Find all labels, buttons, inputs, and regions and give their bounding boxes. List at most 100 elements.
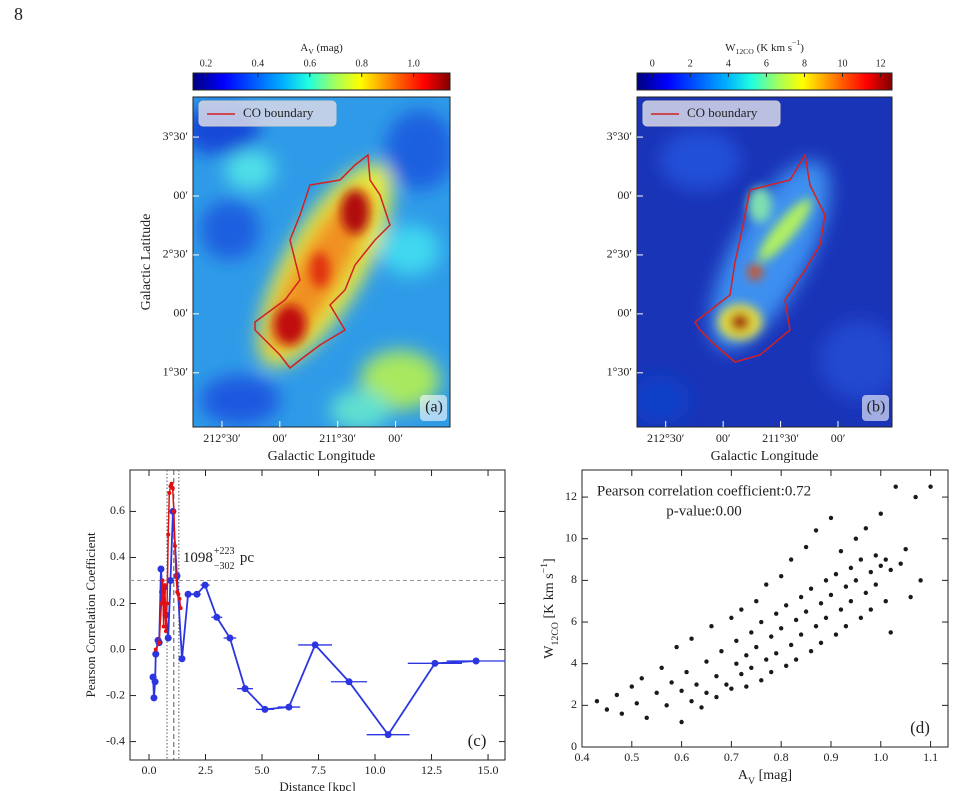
- data-point: [749, 630, 754, 635]
- data-point: [177, 596, 182, 601]
- data-point: [808, 648, 814, 654]
- data-point: [152, 650, 160, 658]
- data-point: [170, 486, 175, 491]
- data-point: [778, 574, 784, 579]
- data-point: [384, 731, 392, 739]
- data-point: [734, 638, 739, 643]
- colorbar: [192, 72, 451, 91]
- y-tick-label: 6: [571, 614, 577, 628]
- data-point: [769, 634, 774, 639]
- data-point: [226, 634, 234, 642]
- plot-frame: [129, 469, 506, 761]
- data-point: [783, 663, 789, 668]
- data-point: [654, 690, 659, 696]
- data-point: [754, 644, 759, 650]
- data-point: [719, 648, 724, 654]
- x-tick-label: 7.5: [311, 763, 326, 777]
- data-point: [684, 669, 689, 675]
- x-axis-label: AV [mag]: [738, 768, 792, 787]
- data-point: [261, 705, 269, 713]
- data-point: [793, 617, 799, 623]
- data-point: [853, 536, 859, 541]
- data-point: [193, 590, 201, 598]
- data-point: [893, 484, 898, 489]
- panel-label: (b): [867, 399, 886, 416]
- data-point: [594, 698, 600, 704]
- data-point: [868, 607, 874, 612]
- y-tick-label: 2°30′: [607, 247, 633, 261]
- data-point: [163, 629, 168, 634]
- extinction-map: [193, 97, 450, 427]
- y-tick-label: 0.4: [110, 549, 125, 563]
- data-point: [184, 590, 192, 598]
- data-point: [311, 641, 319, 649]
- colorbar-tick-label: 0.8: [355, 58, 368, 69]
- annotation-unit: pc: [240, 550, 255, 566]
- label-part: A: [300, 42, 308, 54]
- y-tick-label: -0.4: [106, 733, 125, 747]
- data-point: [714, 673, 719, 679]
- data-point: [159, 601, 164, 606]
- label-part: W: [725, 42, 736, 54]
- x-tick-label: 10.0: [365, 763, 386, 777]
- data-point: [472, 657, 480, 665]
- data-point: [888, 630, 893, 635]
- data-point: [764, 657, 769, 662]
- label-part: ): [800, 42, 804, 54]
- colorbar-tick-label: 4: [726, 58, 731, 69]
- annotation: p-value:0.00: [666, 503, 741, 519]
- x-tick-label: 00′: [716, 431, 731, 445]
- data-point: [813, 528, 819, 533]
- data-point: [759, 678, 764, 683]
- colorbar-label: AV (mag): [300, 42, 343, 57]
- x-tick-label: 0.5: [624, 750, 639, 764]
- label-part: [mag]: [755, 768, 792, 783]
- map-frame: [192, 96, 451, 428]
- data-point: [744, 684, 749, 689]
- x-axis-label: Galactic Longitude: [268, 449, 376, 464]
- y-tick-label: 00′: [173, 306, 188, 320]
- data-point: [171, 509, 176, 514]
- data-point: [734, 661, 739, 666]
- data-point: [176, 592, 181, 597]
- colorbar-tick-label: 6: [764, 58, 769, 69]
- data-point: [803, 544, 809, 550]
- data-point: [629, 684, 634, 689]
- y-tick-label: 1°30′: [607, 365, 633, 379]
- y-tick-label: -0.2: [106, 687, 125, 701]
- data-point: [878, 511, 883, 516]
- colorbar-tick-label: 0.2: [200, 58, 213, 69]
- y-tick-label: 3°30′: [607, 129, 633, 143]
- x-tick-label: 15.0: [478, 763, 499, 777]
- co-boundary: [254, 153, 391, 370]
- x-tick-label: 0.6: [674, 750, 689, 764]
- label-part: ]: [542, 558, 557, 563]
- data-point: [704, 659, 709, 664]
- colorbar-tick-label: 12: [876, 58, 886, 69]
- x-tick-label: 00′: [831, 431, 846, 445]
- y-tick-label: 0.0: [110, 641, 125, 655]
- data-point: [744, 653, 749, 658]
- data-point: [878, 563, 883, 569]
- colorbar-tick-label: 0: [650, 58, 655, 69]
- map-frame: [636, 96, 893, 428]
- data-point: [699, 705, 704, 710]
- data-point: [151, 678, 159, 686]
- y-tick-label: 2: [571, 697, 577, 711]
- x-axis-label: Galactic Longitude: [711, 449, 819, 464]
- data-point: [164, 634, 172, 642]
- data-point: [689, 698, 694, 704]
- colorbar-tick-label: 2: [688, 58, 693, 69]
- data-point: [241, 685, 249, 693]
- data-point: [828, 592, 834, 598]
- x-tick-label: 1.0: [873, 750, 888, 764]
- y-tick-label: 00′: [617, 188, 632, 202]
- data-point: [431, 659, 439, 667]
- data-point: [161, 624, 166, 629]
- data-point: [644, 715, 649, 721]
- y-tick-label: 4: [571, 655, 577, 669]
- panel-label: (d): [910, 718, 930, 737]
- data-point: [858, 557, 864, 562]
- co-boundary: [694, 152, 826, 363]
- annotation-upper: +223: [214, 546, 235, 557]
